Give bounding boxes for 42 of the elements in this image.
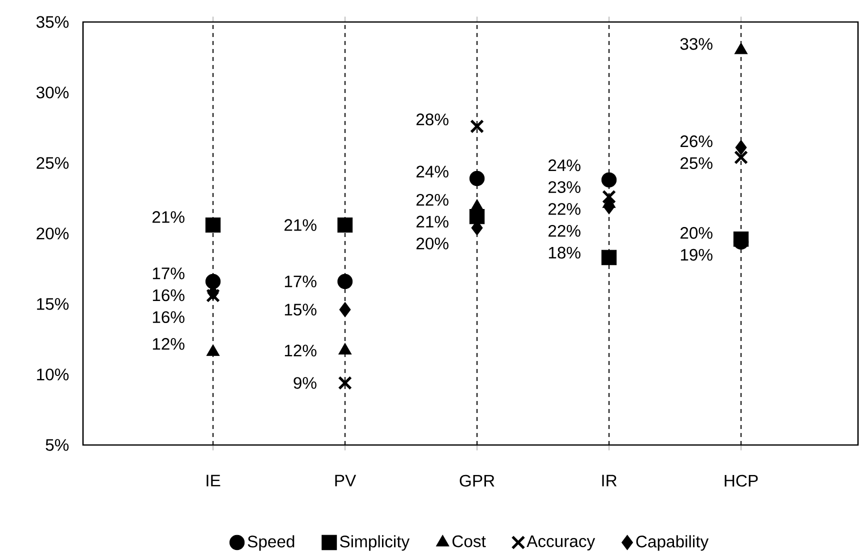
y-tick-label: 35%: [36, 16, 69, 28]
data-label: 22%: [548, 203, 580, 215]
x-tick-label: HCP: [724, 474, 758, 487]
legend-label: Accuracy: [526, 536, 596, 550]
data-label: 16%: [152, 311, 184, 324]
data-label: 21%: [416, 216, 448, 228]
data-label: 15%: [284, 304, 316, 316]
x-tick-label: PV: [335, 474, 356, 486]
data-label: 25%: [680, 157, 712, 170]
data-label: 12%: [152, 338, 184, 350]
data-label: 18%: [548, 246, 580, 259]
data-label: 33%: [680, 38, 712, 50]
data-label: 23%: [548, 181, 580, 194]
data-label: 22%: [416, 194, 448, 206]
data-label: 28%: [416, 114, 448, 126]
data-label: 20%: [680, 227, 712, 239]
data-label: 17%: [152, 268, 184, 280]
y-tick-label: 10%: [37, 368, 69, 380]
data-label: 21%: [152, 211, 184, 223]
data-label: 12%: [284, 344, 316, 356]
x-tick-label: IR: [602, 474, 617, 486]
y-tick-label: 15%: [37, 298, 69, 310]
legend-label: Capability: [636, 535, 709, 551]
y-tick-label: 5%: [46, 439, 69, 451]
data-label: 16%: [152, 289, 184, 302]
data-label: 19%: [680, 248, 712, 261]
y-tick-label: 30%: [36, 86, 69, 98]
data-label: 21%: [284, 219, 316, 231]
data-label: 20%: [416, 238, 448, 250]
data-label: 17%: [284, 276, 316, 288]
data-label: 24%: [548, 159, 580, 172]
y-tick-label: 20%: [36, 228, 69, 240]
x-tick-label: GPR: [460, 474, 494, 487]
data-label: 22%: [548, 224, 580, 237]
x-tick-label: IE: [206, 474, 220, 486]
legend-label: Speed: [248, 535, 294, 551]
y-tick-label: 25%: [36, 157, 69, 169]
data-label: 9%: [294, 377, 316, 389]
legend-label: Simplicity: [340, 535, 410, 551]
data-label: 26%: [680, 135, 712, 148]
data-label: 24%: [416, 166, 448, 178]
legend-label: Cost: [452, 535, 486, 548]
